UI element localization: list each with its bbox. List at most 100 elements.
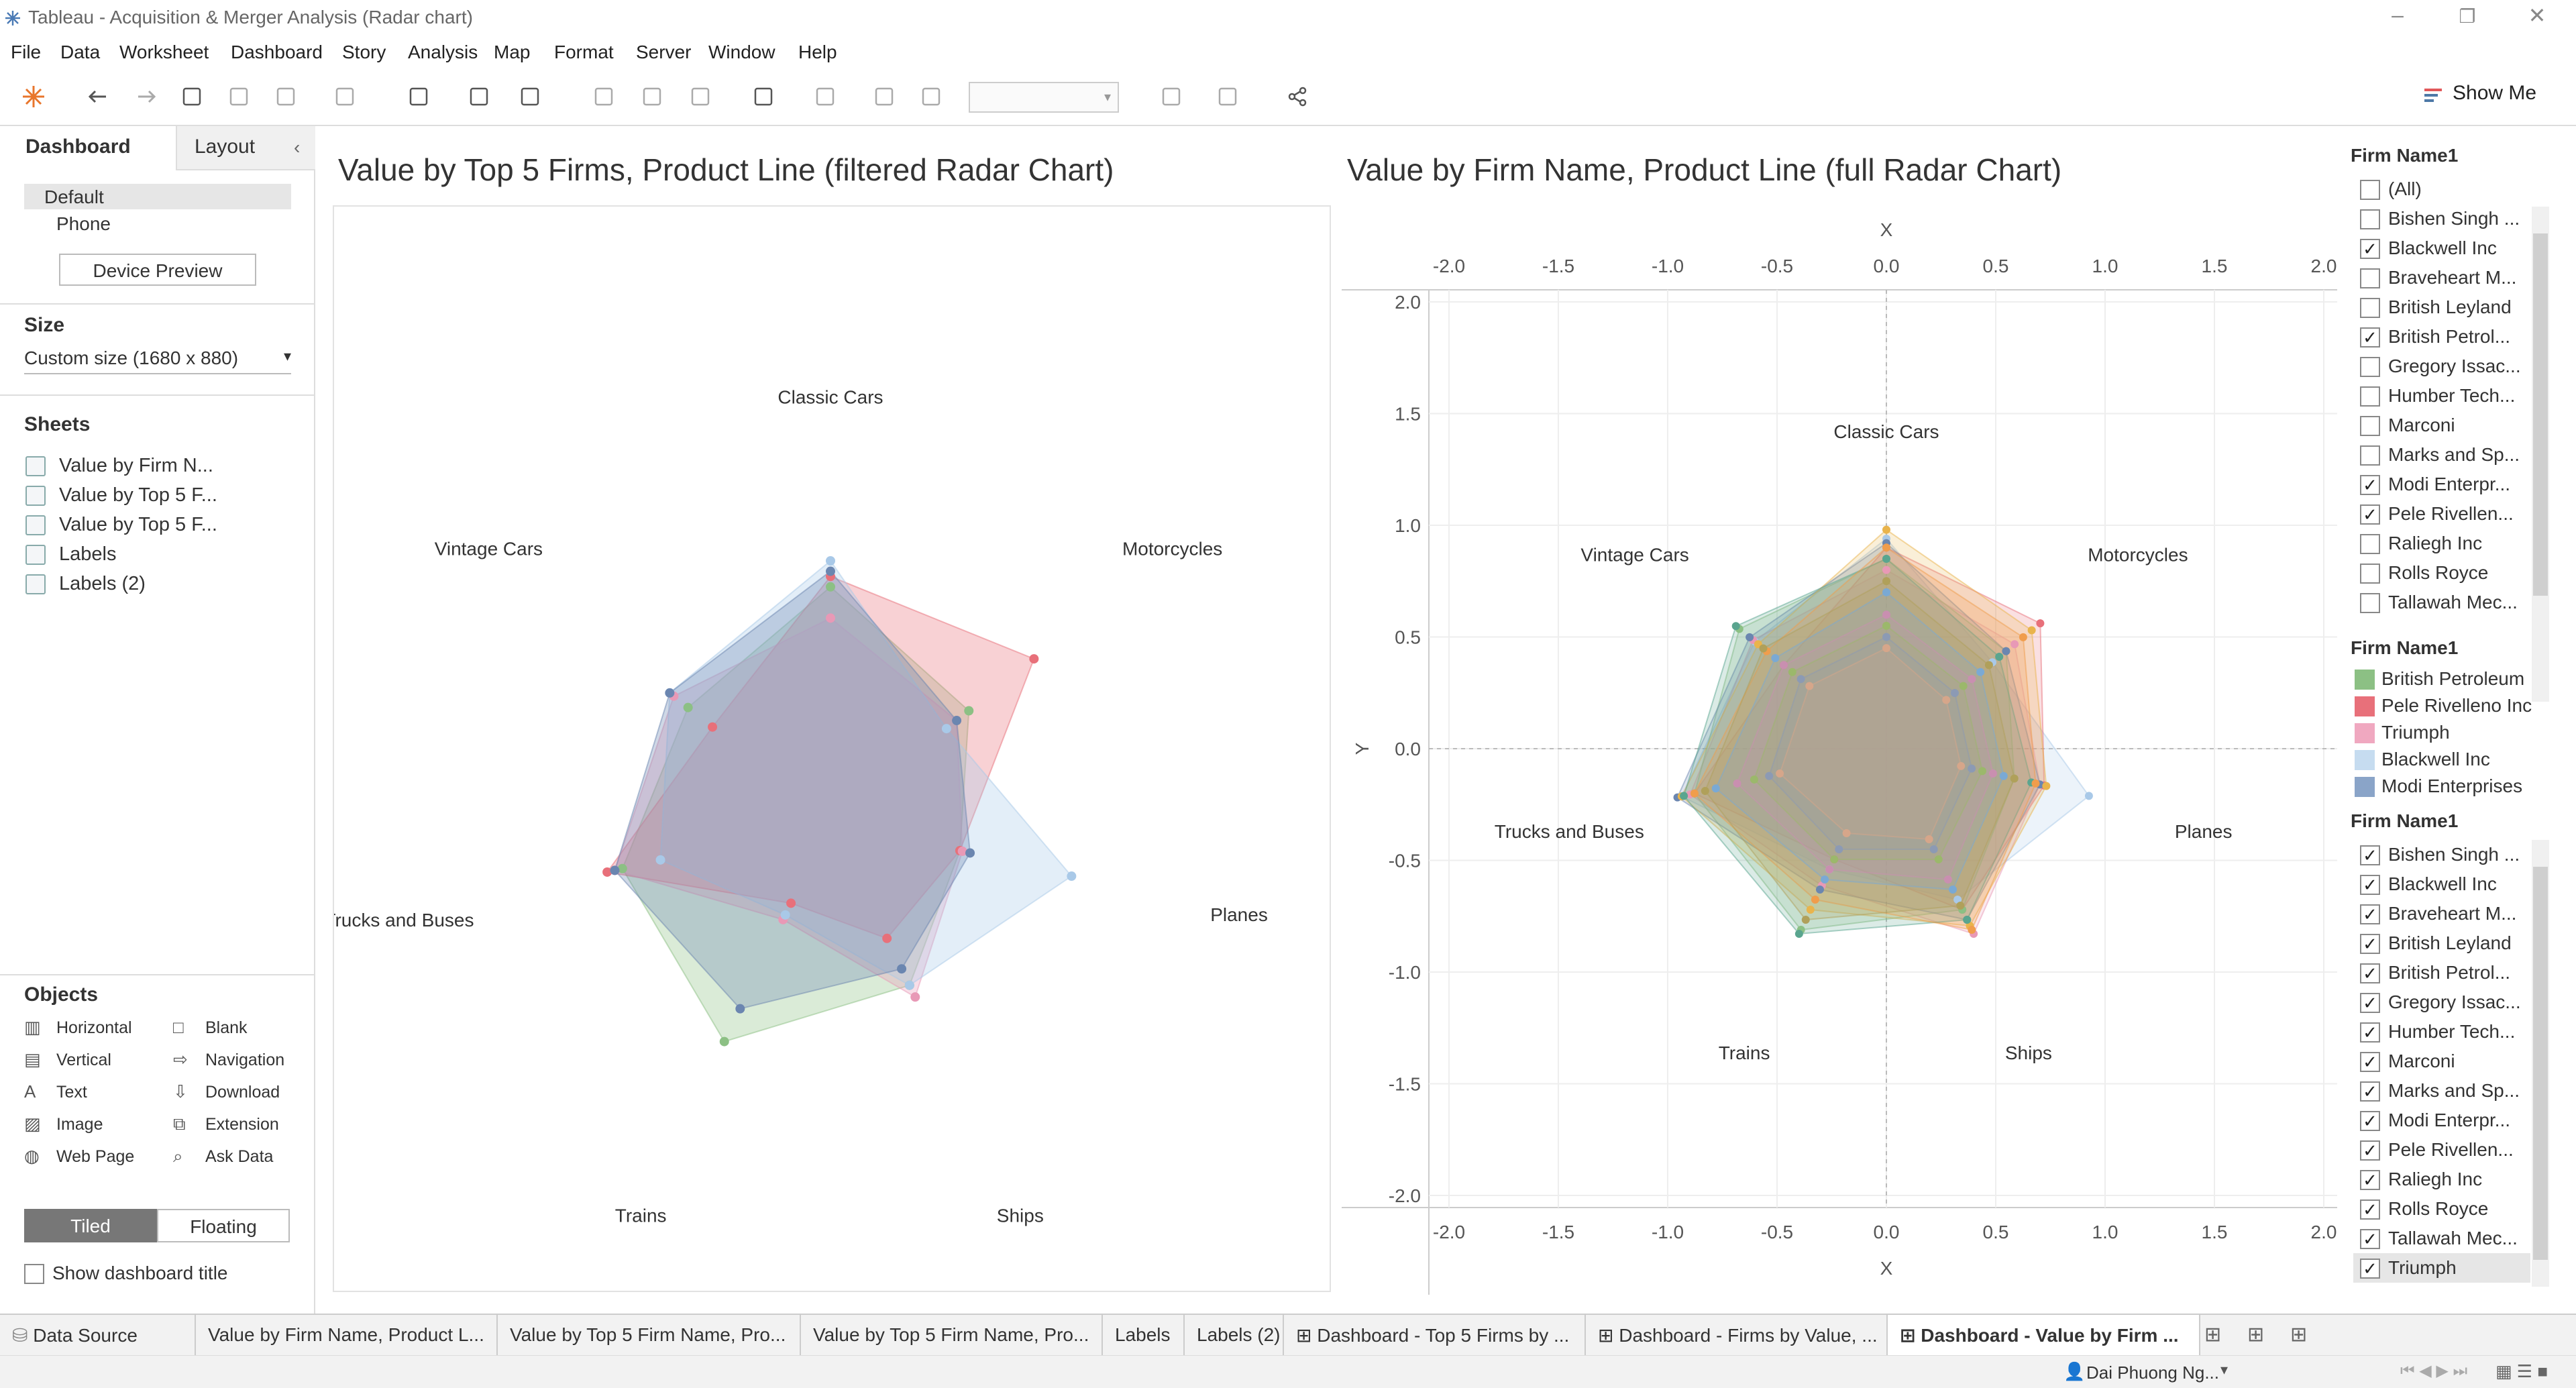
tab-data-source[interactable]: ⛁ Data Source (0, 1315, 196, 1355)
object-blank[interactable]: Blank (205, 1018, 248, 1037)
radar-point[interactable] (897, 964, 907, 974)
filter1-item[interactable]: Humber Tech... (2388, 385, 2516, 406)
clear-icon[interactable] (517, 83, 543, 110)
menu-analysis[interactable]: Analysis (408, 42, 478, 62)
menu-format[interactable]: Format (554, 42, 614, 62)
radar-point[interactable] (1976, 668, 1985, 676)
filter2-checkbox[interactable]: ✓ (2360, 963, 2380, 983)
filter2-item[interactable]: Modi Enterpr... (2388, 1110, 2511, 1130)
radar-point[interactable] (1968, 926, 1976, 935)
menu-help[interactable]: Help (798, 42, 837, 62)
filter1-checkbox[interactable]: ✓ (2360, 504, 2380, 525)
filter1-item[interactable]: Marks and Sp... (2388, 444, 2520, 465)
new-datasource-icon[interactable] (225, 83, 252, 110)
radar-point[interactable] (2010, 774, 2019, 783)
filter1-item[interactable]: (All) (2388, 178, 2422, 199)
fit-dropdown[interactable]: ▾ (969, 82, 1119, 113)
radar-point[interactable] (1680, 792, 1688, 800)
radar-point[interactable] (826, 582, 835, 592)
redo-icon[interactable] (133, 83, 160, 110)
filter1-item[interactable]: Modi Enterpr... (2388, 474, 2511, 494)
duplicate-icon[interactable] (466, 83, 492, 110)
filter1-item[interactable]: Pele Rivellen... (2388, 503, 2514, 524)
radar-point[interactable] (2084, 792, 2093, 800)
radar-point[interactable] (826, 613, 835, 623)
filter2-item[interactable]: Pele Rivellen... (2388, 1139, 2514, 1160)
filter2-item[interactable]: Rolls Royce (2388, 1198, 2489, 1219)
view-grid-icon[interactable]: ▦ ☰ ■ (2496, 1361, 2548, 1381)
filter2-checkbox[interactable]: ✓ (2360, 1259, 2380, 1279)
radar-series-area[interactable] (606, 576, 1035, 939)
filter2-checkbox[interactable]: ✓ (2360, 1052, 2380, 1072)
object-navigation[interactable]: Navigation (205, 1051, 285, 1069)
filter2-checkbox[interactable]: ✓ (2360, 1111, 2380, 1131)
radar-point[interactable] (1067, 871, 1077, 882)
tiled-button[interactable]: Tiled (24, 1209, 157, 1242)
radar-series-area[interactable] (1768, 636, 1973, 851)
radar-chart-filtered[interactable]: Classic Cars Motorcycles Planes Ships Trains… (324, 207, 1330, 1291)
radar-point[interactable] (1882, 543, 1890, 552)
filter1-checkbox[interactable] (2360, 593, 2380, 613)
filter1-checkbox[interactable] (2360, 416, 2380, 436)
radar-point[interactable] (1988, 769, 1997, 778)
filter2-checkbox[interactable]: ✓ (2360, 1199, 2380, 1220)
radar-point[interactable] (1882, 525, 1890, 534)
scroll-thumb[interactable] (2533, 233, 2548, 596)
radar-point[interactable] (1835, 845, 1843, 854)
sheet-tab[interactable]: ⊞ Dashboard - Value by Firm ... (1888, 1315, 2200, 1355)
sheet-tab[interactable]: ⊞ Dashboard - Top 5 Firms by ... (1284, 1315, 1586, 1355)
filter2-item[interactable]: Triumph (2388, 1257, 2457, 1278)
sheet-tab[interactable]: Value by Top 5 Firm Name, Pro... (498, 1315, 801, 1355)
radar-point[interactable] (719, 1036, 729, 1047)
radar-point[interactable] (1950, 688, 1959, 697)
radar-point[interactable] (617, 863, 627, 873)
filter2-checkbox[interactable]: ✓ (2360, 1170, 2380, 1190)
filter2-item[interactable]: Tallawah Mec... (2388, 1228, 2518, 1248)
filter1-checkbox[interactable] (2360, 386, 2380, 407)
radar-point[interactable] (1794, 930, 1803, 939)
tab-layout[interactable]: Layout (176, 126, 315, 170)
tab-dashboard[interactable]: Dashboard (0, 126, 176, 170)
radar-point[interactable] (1882, 621, 1890, 630)
radar-point[interactable] (735, 1004, 745, 1014)
radar-point[interactable] (602, 867, 612, 877)
radar-point[interactable] (1953, 896, 1962, 904)
radar-point[interactable] (1929, 845, 1938, 854)
radar-point[interactable] (1805, 682, 1814, 690)
radar-point[interactable] (1815, 886, 1824, 894)
filter1-checkbox[interactable] (2360, 564, 2380, 584)
radar-point[interactable] (904, 980, 914, 990)
radar-point[interactable] (1942, 696, 1951, 704)
radar-point[interactable] (1959, 682, 1968, 690)
legend-item[interactable]: British Petroleum (2381, 668, 2525, 689)
tab-nav-icon[interactable]: ⏮ ◀ ▶ ⏭ (2400, 1362, 2468, 1380)
new-story-tab-icon[interactable]: ⊞ (2290, 1324, 2308, 1346)
radar-point[interactable] (957, 846, 967, 856)
radar-point[interactable] (1984, 661, 1993, 670)
radar-point[interactable] (1943, 875, 1952, 884)
collapse-panel-icon[interactable]: ‹ (294, 137, 301, 158)
size-dropdown[interactable]: Custom size (1680 x 880) ▾ (24, 348, 291, 374)
filter1-checkbox[interactable] (2360, 298, 2380, 318)
radar-point[interactable] (683, 702, 693, 712)
radar-point[interactable] (1968, 764, 1976, 773)
menu-dashboard[interactable]: Dashboard (231, 42, 323, 62)
filter1-checkbox[interactable]: ✓ (2360, 239, 2380, 259)
filter1-item[interactable]: Braveheart M... (2388, 267, 2517, 288)
menu-map[interactable]: Map (494, 42, 531, 62)
sort-desc-icon[interactable] (687, 83, 714, 110)
radar-point[interactable] (786, 898, 796, 908)
object-download[interactable]: Download (205, 1083, 280, 1102)
fit-icon[interactable] (1158, 83, 1185, 110)
radar-point[interactable] (1701, 786, 1709, 795)
filter1-checkbox[interactable] (2360, 534, 2380, 554)
radar-point[interactable] (1759, 644, 1768, 653)
filter2-checkbox[interactable]: ✓ (2360, 993, 2380, 1013)
filter2-checkbox[interactable]: ✓ (2360, 875, 2380, 895)
menu-server[interactable]: Server (636, 42, 692, 62)
radar-chart-full[interactable]: -2.0 -2.0 -1.5 -1.5 -1.0 -1.0 -0.5 -0.5 0.0 0.0 0.… (1342, 201, 2337, 1295)
filter1-checkbox[interactable]: ✓ (2360, 475, 2380, 495)
radar-series-area[interactable] (614, 570, 971, 1010)
filter2-item[interactable]: Marks and Sp... (2388, 1080, 2520, 1101)
radar-point[interactable] (965, 848, 975, 858)
